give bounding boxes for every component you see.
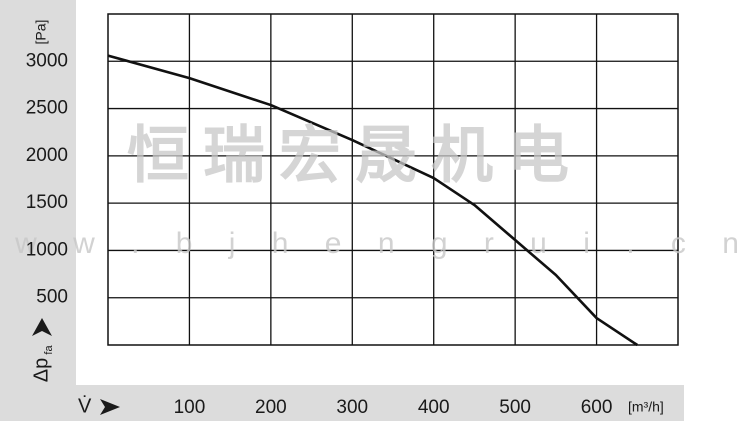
y-arrow xyxy=(32,318,52,336)
y-axis-label-sub: fa xyxy=(43,345,55,355)
x-unit: [m³/h] xyxy=(628,399,664,415)
y-tick-label: 2500 xyxy=(26,98,68,119)
y-axis-band xyxy=(0,0,76,385)
plot-frame xyxy=(107,13,679,346)
y-tick-label: 3000 xyxy=(26,50,68,71)
y-tick-label: 1000 xyxy=(26,239,68,260)
plot-area xyxy=(107,13,679,347)
watermark-url: w w w . b j h e n g r u i . c n xyxy=(0,227,750,260)
y-unit: [Pa] xyxy=(33,20,49,45)
watermark: 恒瑞宏晟机电 xyxy=(127,121,583,190)
x-arrow xyxy=(100,399,120,415)
x-axis-label: V̇ xyxy=(78,395,92,417)
x-axis-band xyxy=(0,385,684,421)
x-tick-label: 500 xyxy=(499,397,531,418)
x-tick-label: 100 xyxy=(174,397,206,418)
x-tick-label: 400 xyxy=(418,397,450,418)
y-tick-label: 1500 xyxy=(26,192,68,213)
x-tick-label: 200 xyxy=(255,397,287,418)
x-tick-label: 300 xyxy=(336,397,368,418)
curve xyxy=(107,54,639,347)
y-axis-label: Δp xyxy=(30,358,52,382)
x-tick-label: 600 xyxy=(581,397,613,418)
y-tick-label: 2000 xyxy=(26,145,68,166)
y-tick-label: 500 xyxy=(36,287,68,308)
